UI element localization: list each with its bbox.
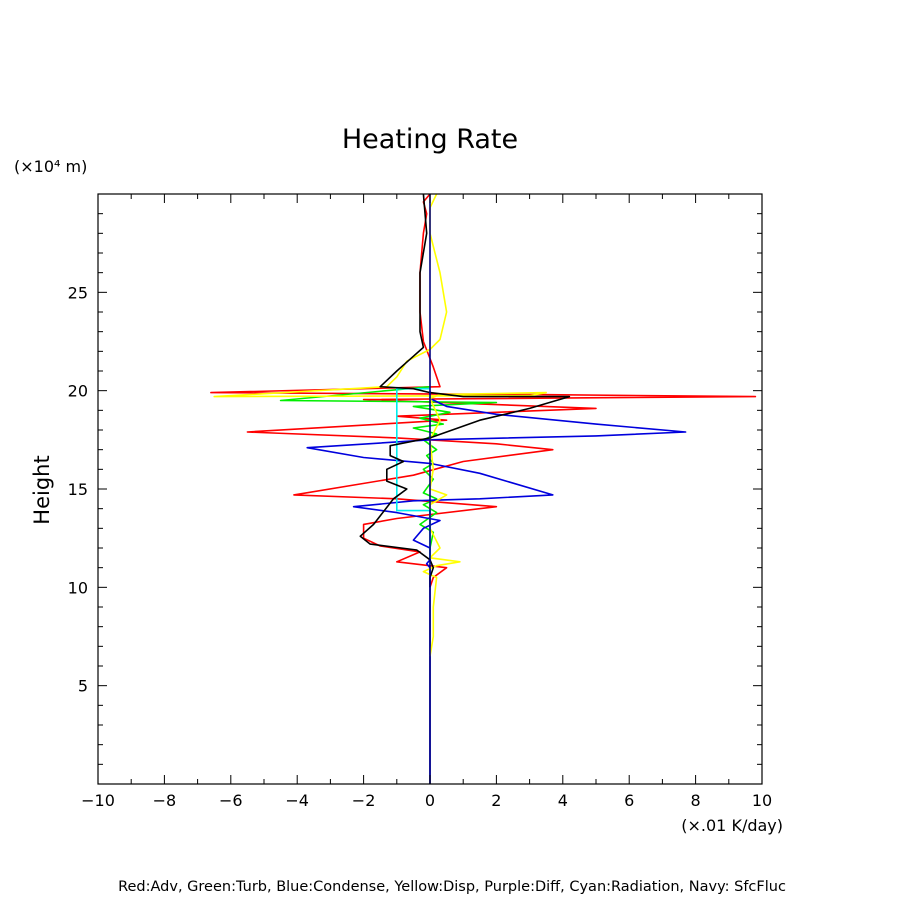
x-tick-label: −4 — [285, 791, 309, 810]
x-tick-label: 0 — [425, 791, 435, 810]
series-line-2 — [279, 385, 498, 549]
x-tick-label: −10 — [81, 791, 115, 810]
series-line-5 — [396, 387, 431, 558]
y-tick-label: 5 — [78, 677, 88, 696]
y-tick-label: 10 — [68, 578, 88, 597]
tick-layer: −10 −8 −6 −4 −2 0 2 4 6 8 10 5 10 15 20 25 — [68, 194, 772, 810]
plot-frame — [97, 193, 763, 785]
series-line-3 — [306, 390, 687, 784]
y-tick-label: 20 — [68, 382, 88, 401]
y-axis-label: Height — [30, 455, 54, 524]
series-line-1 — [210, 193, 757, 588]
x-tick-label: 2 — [491, 791, 501, 810]
x-tick-label: 10 — [752, 791, 772, 810]
x-tick-label: 6 — [624, 791, 634, 810]
series-layer — [210, 193, 757, 784]
x-tick-label: 4 — [558, 791, 568, 810]
x-tick-label: −8 — [153, 791, 177, 810]
y-axis-unit: (×10⁴ m) — [14, 157, 87, 176]
x-tick-label: −6 — [219, 791, 243, 810]
y-tick-label: 25 — [68, 283, 88, 302]
x-axis-unit: (×.01 K/day) — [681, 816, 783, 835]
chart-title: Heating Rate — [342, 124, 518, 155]
legend-caption: Red:Adv, Green:Turb, Blue:Condense, Yell… — [118, 879, 786, 895]
series-line-4 — [213, 193, 547, 657]
x-tick-label: 8 — [691, 791, 701, 810]
y-tick-label: 15 — [68, 480, 88, 499]
x-tick-label: −2 — [352, 791, 376, 810]
